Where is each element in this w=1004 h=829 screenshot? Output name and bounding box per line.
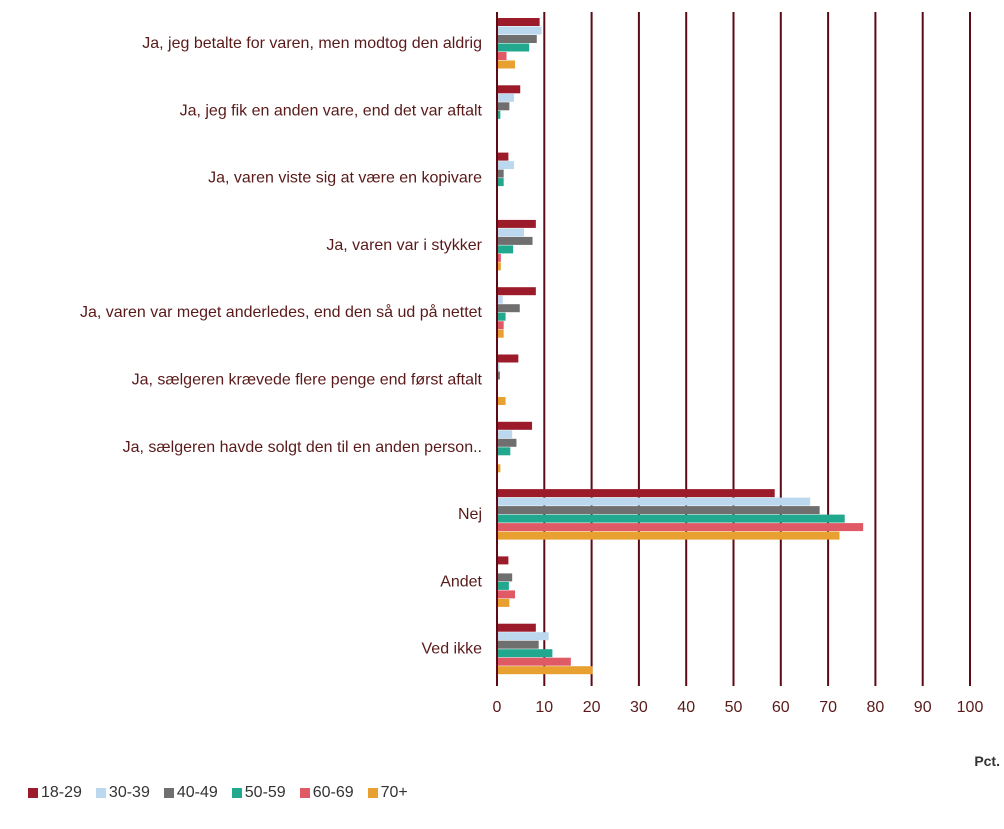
x-tick-label: 80 <box>867 699 885 716</box>
legend-label: 50-59 <box>244 784 286 801</box>
bar <box>498 262 501 271</box>
category-label: Ja, sælgeren havde solgt den til en ande… <box>123 439 482 456</box>
bar <box>498 514 845 523</box>
bar <box>498 363 500 371</box>
bar <box>498 632 549 641</box>
bar <box>498 430 513 439</box>
category-label: Ja, sælgeren krævede flere penge end før… <box>132 372 483 389</box>
x-tick-label: 100 <box>957 699 984 716</box>
bar <box>498 52 507 60</box>
bar <box>498 489 775 498</box>
x-tick-label: 10 <box>535 699 553 716</box>
x-tick-label: 20 <box>583 699 601 716</box>
legend-swatch <box>367 788 378 798</box>
category-label: Ja, jeg fik en anden vare, end det var a… <box>180 102 483 119</box>
bar <box>498 623 536 632</box>
bar <box>498 102 510 111</box>
legend-swatch <box>299 788 310 798</box>
bar-chart: Ja, jeg betalte for varen, men modtog de… <box>80 12 1000 769</box>
bar <box>498 523 864 532</box>
legend-item: 70+ <box>367 784 408 802</box>
bar <box>498 497 811 506</box>
category-label: Ja, varen viste sig at være en kopivare <box>208 170 482 187</box>
x-tick-label: 90 <box>914 699 932 716</box>
legend-item: 50-59 <box>231 784 286 802</box>
x-tick-label: 0 <box>493 699 502 716</box>
bar <box>498 304 520 313</box>
bar <box>498 371 500 380</box>
bar <box>498 421 533 430</box>
bar <box>498 556 509 565</box>
category-label: Ja, jeg betalte for varen, men modtog de… <box>142 35 482 52</box>
bar <box>498 18 540 26</box>
bar <box>498 110 501 119</box>
legend-item: 60-69 <box>299 784 354 802</box>
bar <box>498 219 536 228</box>
legend-label: 30-39 <box>108 784 150 801</box>
bar <box>498 438 517 447</box>
bar <box>498 397 506 405</box>
bar <box>498 447 511 456</box>
bar <box>498 253 501 262</box>
bar <box>498 649 553 658</box>
bar <box>498 245 514 254</box>
bar <box>498 161 515 170</box>
bars <box>498 18 864 675</box>
category-labels: Ja, jeg betalte for varen, men modtog de… <box>80 35 483 658</box>
x-tick-label: 40 <box>677 699 695 716</box>
x-tick-label: 70 <box>819 699 837 716</box>
legend: 18-29 30-39 40-49 50-59 60-69 70+ <box>28 784 408 802</box>
bar <box>498 657 571 666</box>
category-label: Ved ikke <box>422 641 483 658</box>
legend-label: 18-29 <box>41 784 82 801</box>
bar <box>498 287 536 296</box>
legend-item: 40-49 <box>163 784 218 802</box>
bar <box>498 640 539 649</box>
bar <box>498 531 840 540</box>
x-tick-label: 60 <box>772 699 790 716</box>
bar <box>498 60 516 69</box>
category-label: Ja, varen var meget anderledes, end den … <box>80 303 483 321</box>
x-axis-ticks: 0 10 20 30 40 50 60 70 80 90 100 <box>493 699 984 716</box>
legend-swatch <box>163 788 174 798</box>
bar <box>498 178 504 187</box>
bar <box>498 35 537 43</box>
bar <box>498 590 516 599</box>
legend-item: 18-29 <box>28 784 82 802</box>
x-axis-unit-label: Pct. <box>974 753 1000 769</box>
x-tick-label: 30 <box>630 699 648 716</box>
legend-label: 60-69 <box>312 784 354 801</box>
x-tick-label: 50 <box>725 699 743 716</box>
legend-label: 40-49 <box>176 784 218 801</box>
category-label: Ja, varen var i stykker <box>326 237 482 254</box>
legend-label: 70+ <box>380 784 408 801</box>
bar <box>498 43 530 52</box>
bar <box>498 295 503 304</box>
bar <box>498 169 504 178</box>
bar <box>498 312 506 321</box>
bar <box>498 598 510 607</box>
bar <box>498 329 504 338</box>
bar <box>498 573 513 582</box>
bar <box>498 93 515 102</box>
bar <box>498 506 820 515</box>
bar <box>498 85 521 94</box>
bar <box>498 236 533 245</box>
bar <box>498 152 509 161</box>
bar <box>498 666 593 675</box>
category-label: Andet <box>440 573 482 590</box>
bar <box>498 581 509 590</box>
bar <box>498 26 542 35</box>
gridlines <box>496 12 971 686</box>
bar <box>498 464 501 473</box>
category-label: Nej <box>458 506 482 523</box>
legend-item: 30-39 <box>95 784 150 802</box>
legend-swatch <box>28 788 38 798</box>
legend-swatch <box>95 788 106 798</box>
bar <box>498 321 504 330</box>
bar <box>498 228 525 237</box>
legend-swatch <box>231 788 242 798</box>
bar <box>498 354 519 363</box>
